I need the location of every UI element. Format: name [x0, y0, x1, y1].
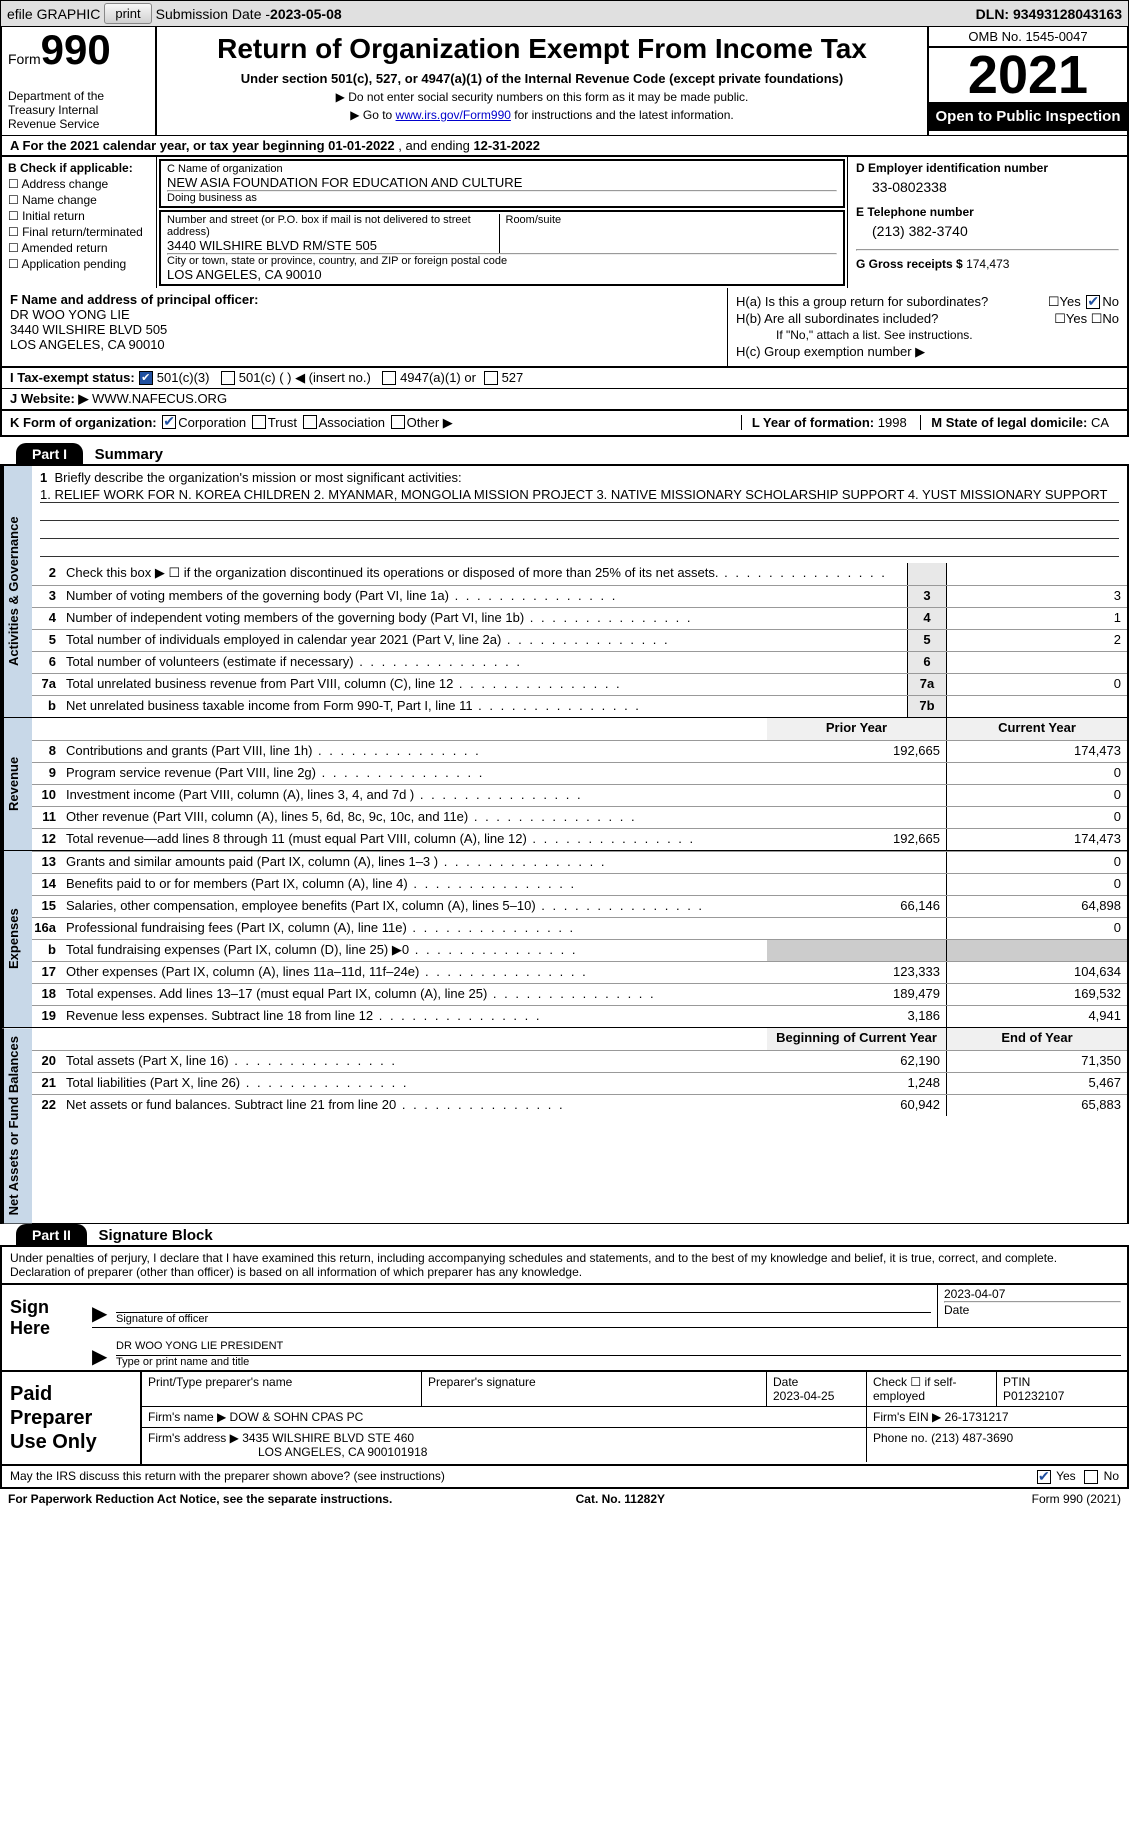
- col-d: D Employer identification number 33-0802…: [847, 157, 1127, 288]
- sign-arrow-icon: ▶: [92, 1285, 110, 1327]
- chk-address[interactable]: ☐ Address change: [8, 177, 150, 191]
- form-title: Return of Organization Exempt From Incom…: [161, 33, 923, 65]
- h-a-no[interactable]: [1086, 295, 1100, 309]
- prep-date: 2023-04-25: [773, 1389, 834, 1403]
- col-b: B Check if applicable: ☐ Address change …: [2, 157, 157, 288]
- efile-label: efile GRAPHIC: [7, 6, 100, 22]
- telephone: (213) 382-3740: [872, 223, 1119, 239]
- row-i: I Tax-exempt status: ✔501(c)(3) 501(c) (…: [0, 368, 1129, 388]
- part2-header: Part II: [16, 1224, 87, 1246]
- vtab-netassets: Net Assets or Fund Balances: [2, 1028, 32, 1223]
- org-city: LOS ANGELES, CA 90010: [167, 267, 837, 282]
- chk-pending[interactable]: ☐ Application pending: [8, 257, 150, 271]
- gross-receipts: 174,473: [966, 257, 1009, 271]
- table-row: b Total fundraising expenses (Part IX, c…: [32, 939, 1127, 961]
- table-row: 7a Total unrelated business revenue from…: [32, 673, 1127, 695]
- row-fh: F Name and address of principal officer:…: [0, 288, 1129, 368]
- officer-print-name: DR WOO YONG LIE PRESIDENT: [116, 1330, 1121, 1356]
- revenue-section: Revenue Prior YearCurrent Year 8 Contrib…: [0, 718, 1129, 851]
- header-left: Form990 Department of the Treasury Inter…: [2, 27, 157, 135]
- print-button[interactable]: print: [104, 3, 151, 24]
- table-row: 16a Professional fundraising fees (Part …: [32, 917, 1127, 939]
- row-a: A For the 2021 calendar year, or tax yea…: [0, 135, 1129, 157]
- table-row: 6 Total number of volunteers (estimate i…: [32, 651, 1127, 673]
- block-bcd: B Check if applicable: ☐ Address change …: [0, 157, 1129, 288]
- irs-discuss-row: May the IRS discuss this return with the…: [0, 1466, 1129, 1489]
- table-row: b Net unrelated business taxable income …: [32, 695, 1127, 717]
- table-row: 5 Total number of individuals employed i…: [32, 629, 1127, 651]
- tax-year: 2021: [929, 48, 1127, 102]
- footer-line: For Paperwork Reduction Act Notice, see …: [0, 1489, 1129, 1509]
- col-c: C Name of organization NEW ASIA FOUNDATI…: [157, 157, 847, 288]
- chk-initial[interactable]: ☐ Initial return: [8, 209, 150, 223]
- header-mid: Return of Organization Exempt From Incom…: [157, 27, 927, 135]
- part1-header: Part I: [16, 443, 83, 465]
- table-row: 17 Other expenses (Part IX, column (A), …: [32, 961, 1127, 983]
- row-k: K Form of organization: Corporation Trus…: [0, 411, 1129, 437]
- top-toolbar: efile GRAPHIC print Submission Date - 20…: [0, 0, 1129, 27]
- col-h: H(a) Is this a group return for subordin…: [727, 288, 1127, 366]
- table-row: 19 Revenue less expenses. Subtract line …: [32, 1005, 1127, 1027]
- table-row: 22 Net assets or fund balances. Subtract…: [32, 1094, 1127, 1116]
- sign-here-block: Sign Here ▶ Signature of officer 2023-04…: [0, 1285, 1129, 1372]
- discuss-no[interactable]: [1084, 1470, 1098, 1484]
- vtab-governance: Activities & Governance: [2, 466, 32, 717]
- table-row: 18 Total expenses. Add lines 13–17 (must…: [32, 983, 1127, 1005]
- ein: 33-0802338: [872, 179, 1119, 195]
- firm-phone: (213) 487-3690: [931, 1431, 1013, 1445]
- ptin: P01232107: [1003, 1389, 1064, 1403]
- table-row: 11 Other revenue (Part VIII, column (A),…: [32, 806, 1127, 828]
- discuss-yes[interactable]: [1037, 1470, 1051, 1484]
- form-header: Form990 Department of the Treasury Inter…: [0, 27, 1129, 135]
- vtab-expenses: Expenses: [2, 851, 32, 1027]
- header-right: OMB No. 1545-0047 2021 Open to Public In…: [927, 27, 1127, 135]
- paid-preparer-block: Paid Preparer Use Only Print/Type prepar…: [0, 1372, 1129, 1466]
- chk-corp[interactable]: [162, 415, 176, 429]
- table-row: 21 Total liabilities (Part X, line 26) 1…: [32, 1072, 1127, 1094]
- chk-final[interactable]: ☐ Final return/terminated: [8, 225, 150, 239]
- governance-section: Activities & Governance 1 Briefly descri…: [0, 466, 1129, 718]
- chk-501c3[interactable]: ✔: [139, 371, 153, 385]
- table-row: 20 Total assets (Part X, line 16) 62,190…: [32, 1050, 1127, 1072]
- submission-date-label: Submission Date -: [156, 6, 270, 22]
- table-row: 14 Benefits paid to or for members (Part…: [32, 873, 1127, 895]
- table-row: 3 Number of voting members of the govern…: [32, 585, 1127, 607]
- table-row: 13 Grants and similar amounts paid (Part…: [32, 851, 1127, 873]
- netassets-section: Net Assets or Fund Balances Beginning of…: [0, 1028, 1129, 1224]
- firm-name: DOW & SOHN CPAS PC: [230, 1410, 364, 1424]
- table-row: 15 Salaries, other compensation, employe…: [32, 895, 1127, 917]
- table-row: 8 Contributions and grants (Part VIII, l…: [32, 740, 1127, 762]
- chk-amended[interactable]: ☐ Amended return: [8, 241, 150, 255]
- table-row: 12 Total revenue—add lines 8 through 11 …: [32, 828, 1127, 850]
- org-name: NEW ASIA FOUNDATION FOR EDUCATION AND CU…: [167, 175, 837, 190]
- table-row: 2 Check this box ▶ ☐ if the organization…: [32, 563, 1127, 585]
- dln: DLN: 93493128043163: [976, 6, 1122, 22]
- irs-link[interactable]: www.irs.gov/Form990: [396, 108, 511, 122]
- table-row: 4 Number of independent voting members o…: [32, 607, 1127, 629]
- website: WWW.NAFECUS.ORG: [92, 391, 227, 407]
- vtab-revenue: Revenue: [2, 718, 32, 850]
- sig-date: 2023-04-07: [944, 1287, 1005, 1301]
- expenses-section: Expenses 13 Grants and similar amounts p…: [0, 851, 1129, 1028]
- row-j: J Website: ▶ WWW.NAFECUS.ORG: [0, 388, 1129, 411]
- mission-text: 1. RELIEF WORK FOR N. KOREA CHILDREN 2. …: [40, 487, 1119, 503]
- chk-name[interactable]: ☐ Name change: [8, 193, 150, 207]
- table-row: 9 Program service revenue (Part VIII, li…: [32, 762, 1127, 784]
- officer-name: DR WOO YONG LIE: [10, 307, 130, 322]
- col-f: F Name and address of principal officer:…: [2, 288, 727, 366]
- submission-date: 2023-05-08: [270, 6, 342, 22]
- firm-ein: 26-1731217: [945, 1410, 1009, 1424]
- signature-declaration: Under penalties of perjury, I declare th…: [0, 1247, 1129, 1285]
- table-row: 10 Investment income (Part VIII, column …: [32, 784, 1127, 806]
- org-address: 3440 WILSHIRE BLVD RM/STE 505: [167, 238, 499, 253]
